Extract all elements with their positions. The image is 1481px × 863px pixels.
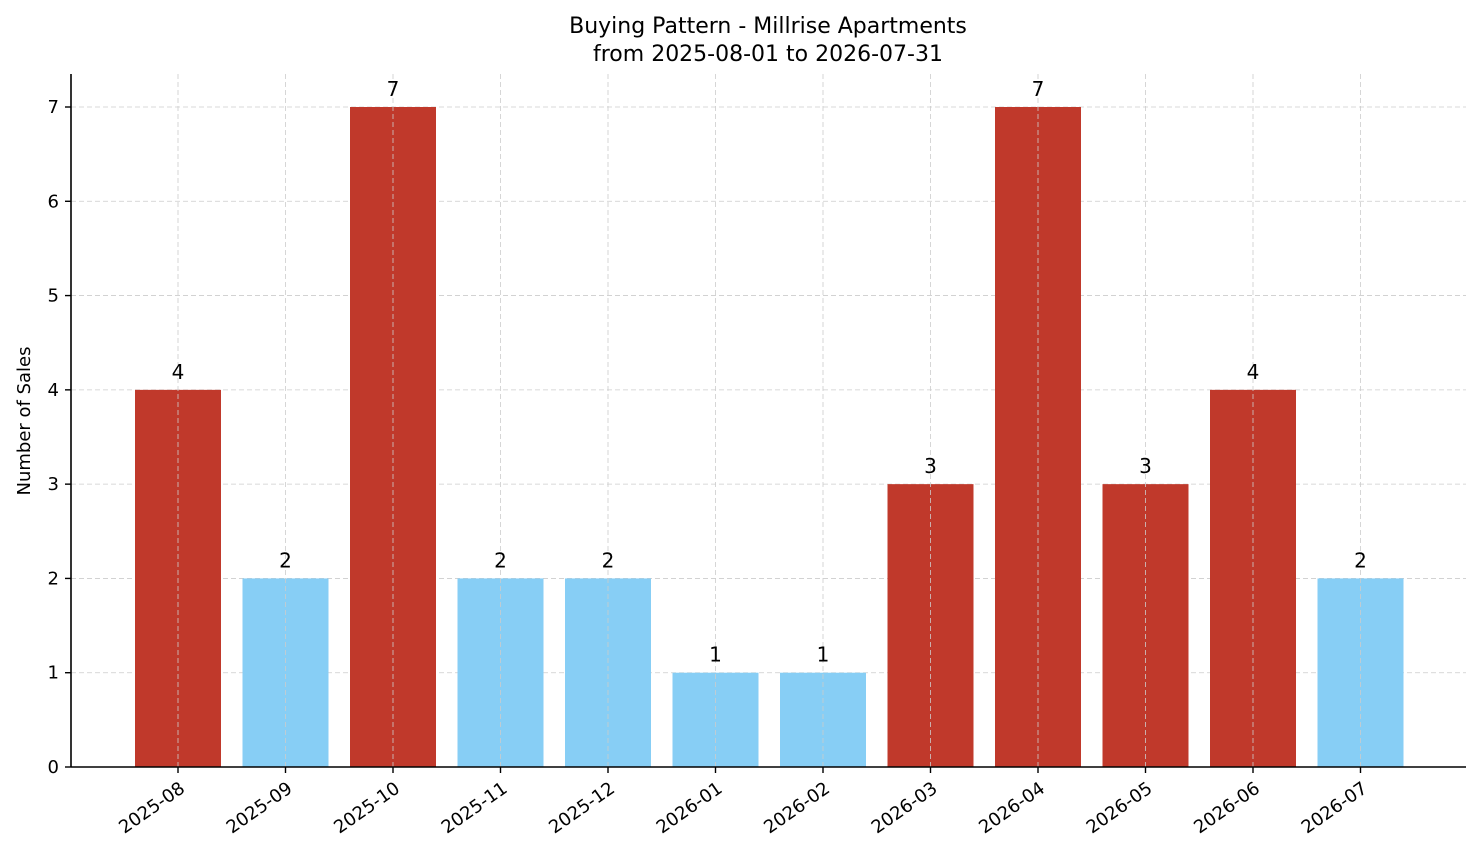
chart-title-line1: Buying Pattern - Millrise Apartments [569, 14, 967, 39]
x-tick-label-2025-11: 2025-11 [438, 778, 512, 838]
data-label-2026-05: 3 [1139, 454, 1152, 478]
x-tick-label-2026-06: 2026-06 [1190, 778, 1264, 838]
x-tick-label-2025-12: 2025-12 [545, 778, 619, 838]
x-tick-label-2025-09: 2025-09 [223, 778, 297, 838]
x-tick-label-2026-07: 2026-07 [1298, 778, 1372, 838]
data-label-2026-06: 4 [1247, 360, 1260, 384]
data-label-2025-09: 2 [279, 548, 292, 572]
bar-2026-02 [780, 672, 866, 767]
x-tick-label-2025-10: 2025-10 [330, 778, 404, 838]
data-label-2026-07: 2 [1354, 548, 1367, 572]
data-label-2025-11: 2 [494, 548, 507, 572]
y-tick-label: 3 [48, 474, 59, 495]
x-tick-label-2026-02: 2026-02 [760, 778, 834, 838]
bars [135, 107, 1404, 767]
bar-2025-11 [457, 578, 544, 767]
y-tick-label: 5 [48, 286, 59, 307]
data-label-2026-02: 1 [817, 643, 830, 667]
bar-2026-01 [672, 672, 759, 767]
y-tick-label: 2 [48, 568, 59, 589]
x-tick-label-2026-05: 2026-05 [1083, 778, 1157, 838]
bar-2025-09 [242, 578, 329, 767]
bar-2025-12 [565, 578, 651, 767]
y-tick-label: 4 [48, 380, 59, 401]
x-tick-label-2026-03: 2026-03 [868, 778, 942, 838]
y-tick-label: 6 [48, 191, 59, 212]
x-tick-label-2026-04: 2026-04 [975, 778, 1049, 838]
data-label-2025-10: 7 [387, 77, 400, 101]
y-tick-label: 0 [48, 757, 59, 778]
x-tick-label-2025-08: 2025-08 [115, 778, 189, 838]
x-tick-label-2026-01: 2026-01 [653, 778, 727, 838]
data-labels: 4 2 7 2 2 1 1 3 7 3 4 2 [172, 74, 1367, 767]
bar-2026-07 [1317, 578, 1404, 767]
y-axis-label: Number of Sales [14, 346, 35, 495]
data-label-2025-08: 4 [172, 360, 185, 384]
y-tick-label: 7 [48, 97, 59, 118]
y-tick-label: 1 [48, 663, 59, 684]
data-label-2026-03: 3 [924, 454, 937, 478]
data-label-2026-01: 1 [709, 643, 722, 667]
data-label-2025-12: 2 [602, 548, 615, 572]
chart-title-line2: from 2025-08-01 to 2026-07-31 [593, 42, 943, 67]
data-label-2026-04: 7 [1032, 77, 1045, 101]
